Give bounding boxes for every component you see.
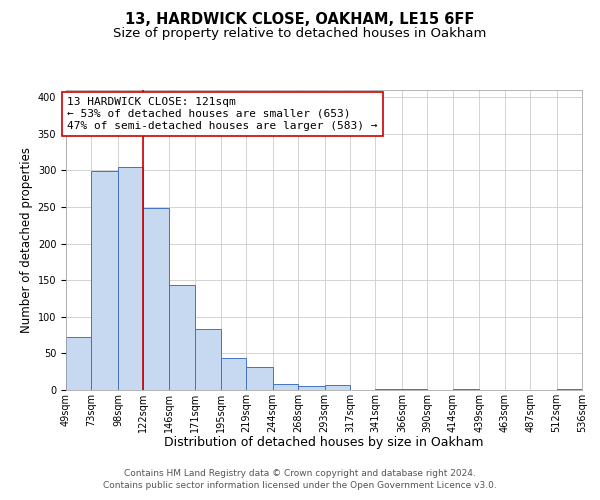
Bar xyxy=(169,284,195,390)
Bar xyxy=(221,358,246,390)
Bar xyxy=(272,384,298,390)
Bar xyxy=(453,388,479,390)
Text: 13, HARDWICK CLOSE, OAKHAM, LE15 6FF: 13, HARDWICK CLOSE, OAKHAM, LE15 6FF xyxy=(125,12,475,28)
Text: Contains HM Land Registry data © Crown copyright and database right 2024.: Contains HM Land Registry data © Crown c… xyxy=(124,468,476,477)
Text: Contains public sector information licensed under the Open Government Licence v3: Contains public sector information licen… xyxy=(103,481,497,490)
Bar xyxy=(118,167,143,390)
Bar xyxy=(66,336,91,390)
Y-axis label: Number of detached properties: Number of detached properties xyxy=(20,147,34,333)
Bar xyxy=(246,368,272,390)
Bar xyxy=(298,386,325,390)
Bar xyxy=(557,388,582,390)
Text: Size of property relative to detached houses in Oakham: Size of property relative to detached ho… xyxy=(113,28,487,40)
Bar xyxy=(376,388,402,390)
Bar xyxy=(143,208,169,390)
Bar xyxy=(91,171,118,390)
X-axis label: Distribution of detached houses by size in Oakham: Distribution of detached houses by size … xyxy=(164,436,484,450)
Bar xyxy=(325,385,350,390)
Text: 13 HARDWICK CLOSE: 121sqm
← 53% of detached houses are smaller (653)
47% of semi: 13 HARDWICK CLOSE: 121sqm ← 53% of detac… xyxy=(67,98,377,130)
Bar xyxy=(402,388,427,390)
Bar xyxy=(195,330,221,390)
